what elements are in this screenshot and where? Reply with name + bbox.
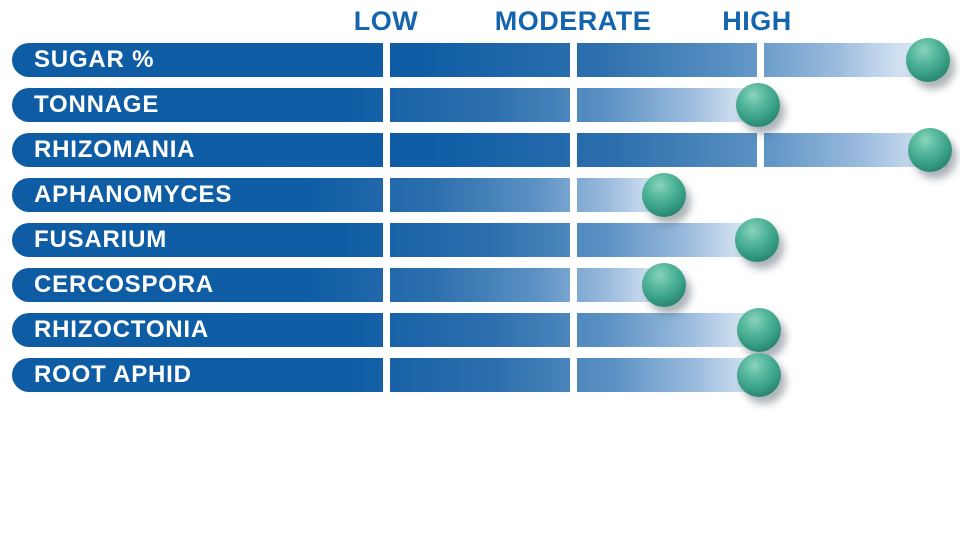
column-divider	[570, 88, 577, 122]
trait-label: RHIZOMANIA	[34, 136, 196, 163]
column-divider	[383, 313, 390, 347]
column-divider	[757, 43, 764, 77]
column-divider	[383, 88, 390, 122]
column-divider	[383, 358, 390, 392]
rating-ball-marker	[642, 263, 686, 307]
column-divider	[570, 133, 577, 167]
trait-row: ROOT APHID	[12, 353, 960, 397]
rating-ball-marker	[737, 308, 781, 352]
column-divider	[383, 268, 390, 302]
rating-ball-marker	[642, 173, 686, 217]
rating-ball-marker	[906, 38, 950, 82]
column-divider	[570, 223, 577, 257]
trait-row: TONNAGE	[12, 83, 960, 127]
column-divider	[757, 178, 764, 212]
rating-ball-marker	[735, 218, 779, 262]
trait-bar	[12, 268, 668, 302]
trait-row: SUGAR %	[12, 38, 960, 82]
column-divider	[570, 178, 577, 212]
trait-row: APHANOMYCES	[12, 173, 960, 217]
column-divider	[757, 268, 764, 302]
column-divider	[383, 223, 390, 257]
column-divider	[757, 133, 764, 167]
trait-row: RHIZOCTONIA	[12, 308, 960, 352]
scale-label-high: HIGH	[722, 6, 792, 36]
column-divider	[383, 43, 390, 77]
column-divider	[570, 358, 577, 392]
scale-label-low: LOW	[353, 6, 419, 36]
trait-bar	[12, 178, 668, 212]
trait-row: RHIZOMANIA	[12, 128, 960, 172]
column-divider	[570, 43, 577, 77]
trait-row: CERCOSPORA	[12, 263, 960, 307]
column-divider	[383, 178, 390, 212]
trait-label: RHIZOCTONIA	[34, 316, 210, 343]
trait-label: CERCOSPORA	[34, 271, 215, 298]
scale-label-moderate: MODERATE	[494, 6, 652, 36]
column-divider	[383, 133, 390, 167]
rating-ball-marker	[908, 128, 952, 172]
trait-bar	[12, 133, 948, 167]
trait-bar	[12, 43, 920, 77]
column-divider	[570, 268, 577, 302]
trait-label: FUSARIUM	[34, 226, 168, 253]
trait-label: TONNAGE	[34, 91, 160, 118]
column-divider	[570, 313, 577, 347]
trait-rows: SUGAR % TONNAGE RHIZOMANIA APHANOMYCES	[12, 38, 960, 403]
rating-ball-marker	[737, 353, 781, 397]
trait-label: SUGAR %	[34, 46, 155, 73]
trait-label: ROOT APHID	[34, 361, 192, 388]
trait-row: FUSARIUM	[12, 218, 960, 262]
trait-label: APHANOMYCES	[34, 181, 233, 208]
rating-ball-marker	[736, 83, 780, 127]
scale-header: LOW MODERATE HIGH	[0, 6, 960, 38]
